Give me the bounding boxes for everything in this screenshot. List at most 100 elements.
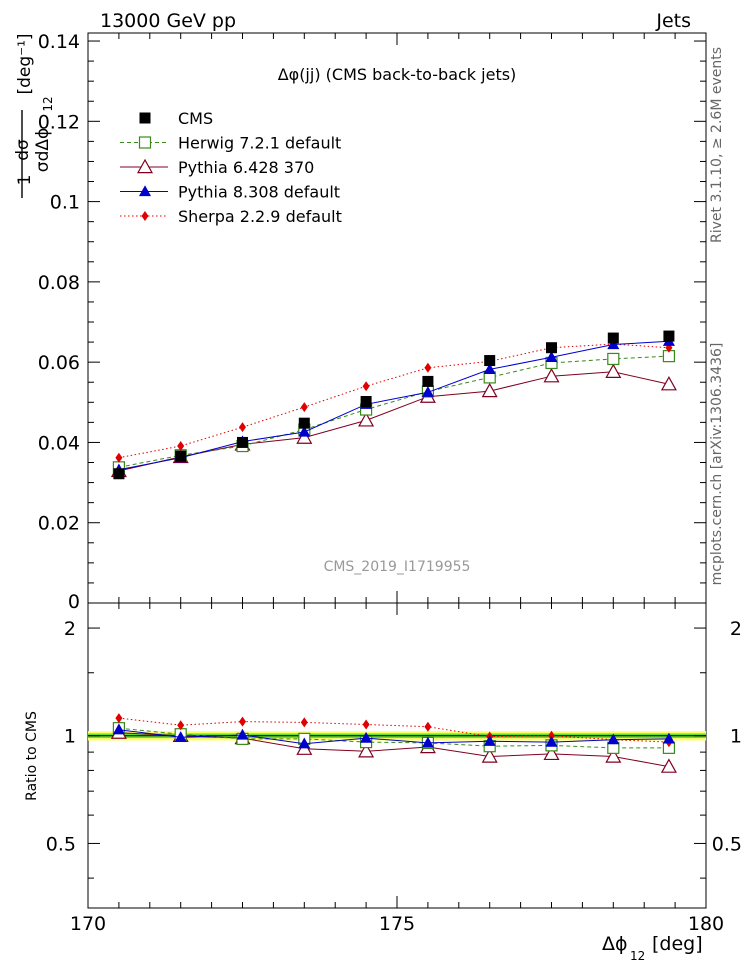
main-point-pythia6 — [358, 412, 375, 427]
legend-item-cms: CMS — [139, 109, 213, 128]
svg-text:dσ: dσ — [13, 139, 33, 161]
legend-marker — [138, 185, 152, 197]
ratio-point-sherpa — [548, 730, 555, 741]
ratio-point-pythia6 — [358, 743, 375, 758]
y-tick-label: 0.12 — [38, 111, 80, 133]
ratio-point-pythia8 — [360, 731, 373, 743]
svg-text:[deg⁻¹]: [deg⁻¹] — [15, 33, 35, 94]
main-point-pythia8 — [298, 425, 311, 437]
ratio-point-pythia8 — [483, 735, 496, 746]
main-point-cms — [175, 450, 187, 462]
main-point-sherpa — [362, 381, 370, 392]
main-axis-ticks: 0 0.02 0.04 0.06 0.08 0.1 0.12 0.14 — [38, 31, 707, 613]
ratio-y-tick-label: 0.5 — [46, 833, 76, 855]
y-tick-label: 0.06 — [38, 352, 80, 374]
legend-item-herwig: Herwig 7.2.1 default — [120, 134, 341, 153]
main-point-pythia8 — [545, 351, 558, 362]
rivet-version-text: Rivet 3.1.10, ≥ 2.6M events — [709, 47, 725, 243]
main-point-cms — [663, 330, 675, 342]
main-line-pythia8 — [118, 340, 669, 471]
main-y-axis-label: 1 dσ σdΔϕ 12 [deg⁻¹] — [13, 33, 55, 198]
ratio-point-pythia6 — [605, 748, 622, 763]
header-left: 13000 GeV pp — [100, 10, 236, 32]
ratio-point-pythia8 — [112, 723, 125, 735]
main-point-sherpa — [300, 402, 308, 413]
main-point-cms — [546, 342, 557, 354]
x-tick-label: 175 — [379, 913, 415, 935]
ratio-point-pythia6 — [660, 758, 677, 773]
plot-title: Δφ(jj) (CMS back-to-back jets) — [278, 65, 517, 84]
ratio-y-tick-label: 2 — [64, 618, 76, 640]
main-point-cms — [484, 355, 496, 367]
ratio-point-pythia6 — [543, 745, 560, 761]
main-point-herwig — [607, 352, 620, 366]
y-tick-label: 0.08 — [38, 272, 80, 294]
x-tick-label: 180 — [688, 913, 724, 935]
y-tick-label: 0.14 — [38, 31, 80, 53]
main-point-cms — [113, 468, 125, 480]
legend-label: Pythia 6.428 370 — [178, 158, 314, 177]
header-right: Jets — [655, 10, 691, 32]
ratio-point-pythia8 — [662, 732, 675, 744]
ratio-point-pythia8 — [421, 736, 434, 748]
legend-label: Sherpa 2.2.9 default — [178, 207, 342, 226]
legend-marker — [138, 136, 152, 149]
legend: CMS Herwig 7.2.1 default Pythia 6.428 370 P… — [120, 109, 342, 226]
legend-item-pythia8: Pythia 8.308 default — [120, 183, 340, 202]
legend-item-pythia6: Pythia 6.428 370 — [120, 158, 314, 177]
ratio-point-sherpa — [177, 720, 185, 731]
main-point-sherpa — [424, 362, 432, 373]
legend-item-sherpa: Sherpa 2.2.9 default — [120, 207, 342, 226]
ratio-series-pythia8 — [112, 723, 675, 749]
analysis-id: CMS_2019_I1719955 — [324, 559, 471, 575]
main-point-cms — [422, 375, 434, 387]
main-line-herwig — [118, 355, 669, 468]
main-point-pythia8 — [421, 386, 434, 397]
main-point-cms — [237, 436, 248, 448]
main-point-pythia6 — [605, 363, 622, 378]
main-point-sherpa — [177, 441, 185, 452]
legend-marker — [141, 211, 149, 221]
main-point-pythia6 — [481, 382, 498, 398]
main-series-cms — [113, 330, 675, 480]
main-series-group — [110, 330, 677, 480]
y-tick-label: 0.02 — [38, 513, 80, 535]
x-tick-label: 170 — [70, 913, 106, 935]
main-point-pythia8 — [483, 363, 496, 374]
ratio-point-pythia8 — [236, 728, 249, 740]
main-point-sherpa — [239, 422, 246, 433]
svg-text:[deg]: [deg] — [652, 933, 703, 955]
main-point-sherpa — [115, 452, 123, 463]
svg-text:12: 12 — [41, 96, 55, 111]
main-point-cms — [360, 395, 372, 407]
ratio-point-sherpa — [300, 717, 308, 728]
legend-marker — [139, 112, 151, 124]
main-series-pythia8 — [112, 335, 675, 475]
ratio-point-pythia8 — [298, 737, 311, 749]
svg-text:12: 12 — [630, 949, 645, 963]
ratio-series-group — [110, 713, 677, 773]
legend-label: Herwig 7.2.1 default — [178, 134, 341, 153]
main-point-pythia6 — [660, 375, 677, 391]
ratio-y-tick-label: 2 — [730, 618, 742, 640]
y-tick-label: 0.1 — [50, 192, 80, 214]
ratio-point-sherpa — [239, 716, 246, 727]
ratio-point-sherpa — [115, 713, 123, 724]
ratio-point-pythia8 — [174, 731, 187, 742]
main-point-cms — [607, 332, 619, 344]
ratio-point-sherpa — [362, 719, 370, 730]
svg-text:σdΔϕ: σdΔϕ — [33, 128, 53, 172]
ratio-point-pythia6 — [481, 748, 498, 763]
legend-label: Pythia 8.308 default — [178, 183, 340, 202]
main-point-cms — [298, 417, 310, 429]
main-line-pythia6 — [118, 371, 670, 472]
ratio-point-pythia8 — [545, 735, 558, 747]
legend-label: CMS — [178, 109, 213, 128]
y-tick-label: 0.04 — [38, 432, 80, 454]
main-series-pythia6 — [110, 363, 677, 478]
mcplots-reference-text: mcplots.cern.ch [arXiv:1306.3436] — [709, 343, 725, 586]
ratio-point-pythia8 — [607, 733, 620, 745]
svg-text:1: 1 — [15, 175, 35, 186]
y-tick-label: 0 — [68, 591, 80, 613]
ratio-y-axis-label: Ratio to CMS — [24, 711, 40, 801]
